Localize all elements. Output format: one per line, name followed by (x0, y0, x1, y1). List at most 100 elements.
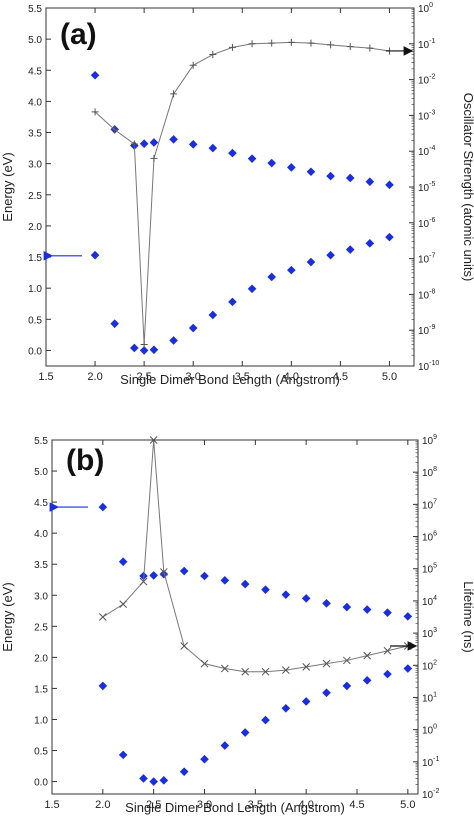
energy-point (208, 310, 218, 320)
energy-point (98, 502, 108, 512)
y2-tick-base: 10 (418, 362, 430, 373)
energy-point (365, 177, 375, 187)
y2-tick-base: 10 (418, 147, 430, 158)
energy-point (220, 741, 230, 750)
plot-frame (51, 439, 419, 795)
x-tick-label: 2.0 (87, 371, 102, 383)
y2-axis-label: Oscillator Strength (atomic units) (461, 93, 474, 282)
y2-tick-label: 107 (422, 498, 437, 511)
energy-point (118, 750, 128, 760)
y2-tick-base: 10 (422, 790, 434, 801)
oscillator-point (170, 90, 178, 98)
energy-point (261, 715, 270, 725)
oscillator-point (209, 51, 217, 59)
y-axis-label: Energy (eV) (0, 582, 15, 651)
y2-tick-exponent: -6 (429, 217, 435, 224)
series-line (102, 439, 408, 673)
series-0 (98, 502, 413, 621)
series-1 (90, 232, 394, 355)
y2-tick-exponent: 9 (433, 434, 437, 441)
y2-tick-exponent: -4 (429, 145, 435, 152)
y2-tick-exponent: 4 (433, 595, 437, 602)
y-tick-label: 2.0 (34, 653, 48, 664)
x-tick-label: 4.5 (349, 799, 364, 811)
y2-tick-label: 10-6 (418, 217, 435, 230)
energy-point (118, 557, 128, 567)
energy-point (342, 681, 352, 691)
y2-tick-exponent: -1 (433, 756, 439, 763)
y2-tick-exponent: -1 (429, 38, 435, 45)
y-tick-label: 5.0 (28, 35, 42, 46)
y2-tick-exponent: -8 (429, 288, 435, 295)
y2-tick-exponent: 1 (433, 691, 437, 698)
y2-tick-base: 10 (418, 290, 430, 301)
y2-tick-base: 10 (422, 726, 434, 737)
series-0 (90, 70, 394, 190)
energy-point (169, 135, 178, 144)
y-tick-label: 2.0 (28, 222, 42, 233)
oscillator-point (189, 61, 197, 69)
lifetime-point (159, 568, 168, 576)
y2-tick-label: 100 (418, 2, 433, 15)
x-tick-label: 5.0 (400, 799, 415, 811)
energy-point (247, 284, 257, 294)
energy-point (90, 250, 100, 260)
y2-tick-base: 10 (422, 565, 434, 576)
lifetime-point (180, 642, 189, 650)
lifetime-point (363, 651, 372, 660)
energy-point (403, 612, 413, 621)
y2-tick-base: 10 (422, 629, 434, 640)
y2-tick-exponent: 7 (433, 498, 437, 505)
y-tick-label: 2.5 (34, 622, 48, 633)
oscillator-point (150, 154, 158, 162)
energy-point (139, 346, 149, 355)
energy-point (385, 180, 394, 190)
y-tick-label: 3.0 (28, 160, 42, 171)
x-tick-label: 2.5 (146, 799, 161, 811)
oscillator-point (91, 108, 99, 116)
y2-tick-base: 10 (422, 500, 434, 511)
series-line (94, 41, 390, 345)
y-tick-label: 1.5 (28, 253, 42, 264)
y2-tick-label: 10-5 (418, 181, 435, 194)
energy-point (306, 167, 316, 177)
oscillator-point (140, 341, 148, 349)
y2-tick-exponent: -10 (429, 360, 439, 367)
energy-point (261, 585, 270, 594)
y2-tick-exponent: 8 (433, 466, 437, 473)
energy-point (385, 232, 394, 242)
y-tick-label: 4.0 (28, 97, 42, 108)
y2-tick-label: 10-1 (418, 38, 435, 51)
lifetime-point (220, 664, 229, 673)
panel-label: (b) (66, 444, 104, 477)
energy-point (345, 245, 355, 254)
energy-point (90, 70, 100, 80)
energy-point (149, 571, 158, 580)
energy-point (322, 599, 331, 608)
y2-tick-label: 10-10 (418, 360, 439, 373)
lifetime-point (261, 667, 270, 676)
oscillator-point (287, 38, 295, 46)
energy-point (301, 697, 311, 706)
energy-point (306, 257, 316, 267)
energy-point (326, 250, 335, 260)
lifetime-point (98, 613, 107, 621)
y2-tick-label: 108 (422, 466, 437, 479)
energy-point (169, 336, 178, 345)
y2-tick-label: 10-7 (418, 253, 435, 266)
y2-tick-label: 103 (422, 627, 437, 640)
energy-point (149, 138, 159, 147)
y-tick-label: 2.5 (28, 191, 42, 202)
y-tick-label: 0.5 (34, 747, 48, 758)
energy-point (281, 703, 291, 713)
x-tick-label: 4.5 (333, 371, 348, 383)
lifetime-point (342, 656, 351, 665)
energy-point (220, 576, 230, 585)
y-axis-label: Energy (eV) (0, 152, 15, 221)
y2-tick-label: 101 (422, 691, 437, 704)
x-tick-label: 2.5 (136, 371, 151, 383)
y2-tick-base: 10 (418, 255, 430, 266)
energy-point (267, 158, 277, 168)
y-tick-label: 0.0 (34, 778, 48, 789)
oscillator-point (307, 39, 315, 47)
